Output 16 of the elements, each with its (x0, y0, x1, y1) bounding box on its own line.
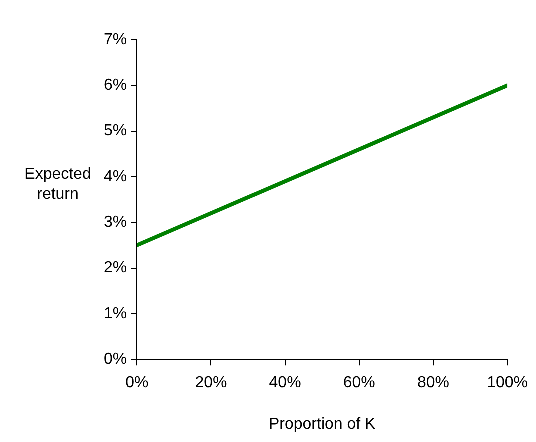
y-tick-label: 2% (104, 260, 128, 277)
y-tick-label: 5% (104, 122, 128, 140)
x-axis-title: Proportion of K (268, 416, 376, 433)
y-tick-label: 3% (104, 214, 128, 232)
x-tick-label: 20% (195, 374, 228, 392)
x-tick-label: 60% (343, 374, 376, 392)
y-tick-label: 4% (104, 168, 128, 186)
x-tick-label: 100% (487, 374, 528, 392)
x-tick-label: 0% (126, 374, 149, 392)
y-axis-title: Expected return (24, 166, 92, 204)
y-tick-label: 1% (104, 305, 128, 322)
y-tick-label: 7% (104, 31, 128, 48)
y-tick-label: 6% (104, 77, 128, 94)
x-tick-label: 40% (269, 374, 302, 392)
y-tick-label: 0% (104, 351, 128, 368)
x-tick-label: 80% (417, 374, 450, 392)
